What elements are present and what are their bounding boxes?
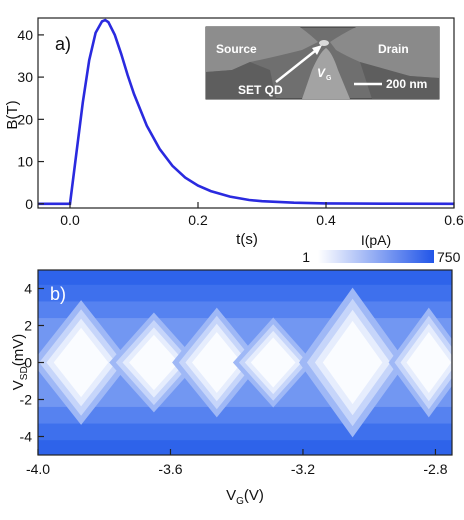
field-pulse-line — [38, 18, 454, 206]
colorbar — [318, 250, 434, 263]
panel-b-y-tick-label: 2 — [24, 318, 32, 334]
coulomb-diamond — [250, 337, 296, 388]
panel-b-label: b) — [50, 284, 66, 304]
panel-b-y-tick-label: 4 — [24, 281, 32, 297]
panel-b-x-label: VG(V) — [226, 487, 264, 507]
inset-drain-label: Drain — [378, 42, 409, 56]
panel-b-y-tick-label: -2 — [20, 392, 33, 408]
panel-b-x-tick-label: -3.2 — [291, 461, 315, 477]
panel-b-y-tick-label: 0 — [24, 355, 32, 371]
colorbar-title: I(pA) — [361, 232, 391, 248]
coulomb-diamond — [192, 332, 242, 393]
inset-gate-subscript: G — [326, 75, 332, 82]
panel-a-y-tick-label: 20 — [17, 111, 33, 127]
colorbar-max-label: 750 — [437, 249, 461, 265]
panel-a-y-tick-label: 0 — [25, 196, 33, 212]
panel-a-label: a) — [55, 34, 71, 54]
coulomb-diamond — [322, 320, 383, 405]
panel-b-y-tick-label: -4 — [20, 429, 33, 445]
panel-b: -4.0 -3.6 -3.2 -2.8 4 2 0 -2 -4 b) I(pA) 1 750 V… — [10, 232, 461, 507]
coulomb-diamond — [129, 334, 179, 391]
panel-a-y-label: B(T) — [4, 100, 21, 129]
inset-scale-label: 200 nm — [386, 77, 427, 91]
panel-b-x-tick-label: -2.8 — [423, 461, 447, 477]
panel-a-y-tick-label: 30 — [17, 69, 33, 85]
panel-a-x-tick-label: 0.6 — [444, 212, 464, 228]
panel-a-y-tick-label: 40 — [17, 27, 33, 43]
panel-b-x-tick-label: -4.0 — [26, 461, 50, 477]
coulomb-diamond — [53, 327, 109, 398]
panel-a-x-tick-label: 0.4 — [316, 212, 336, 228]
panel-a-x-label: t(s) — [236, 231, 258, 248]
inset-gate-label: V — [317, 66, 326, 80]
panel-b-y-label: VSD(mV) — [10, 334, 30, 390]
inset-source-label: Source — [216, 42, 257, 56]
stability-diagram-heatmap — [38, 270, 452, 455]
panel-b-x-tick-label: -3.6 — [158, 461, 182, 477]
panel-b-frame — [37, 269, 453, 456]
panel-a-x-tick-label: 0.0 — [60, 212, 80, 228]
svg-text:VSD(mV): VSD(mV) — [10, 334, 30, 390]
panel-a-x-tick-label: 0.2 — [188, 212, 208, 228]
coulomb-diamond — [406, 332, 452, 393]
panel-a-frame — [37, 17, 455, 209]
inset-dot-label: SET QD — [238, 83, 283, 97]
colorbar-min-label: 1 — [302, 249, 310, 265]
panel-a: 0.0 0.2 0.4 0.6 0 10 20 30 40 a) B(T) t(s) Sourc… — [4, 17, 464, 248]
panel-a-y-tick-label: 10 — [17, 154, 33, 170]
sem-inset: Source Drain V G SET QD 200 nm — [205, 26, 440, 100]
